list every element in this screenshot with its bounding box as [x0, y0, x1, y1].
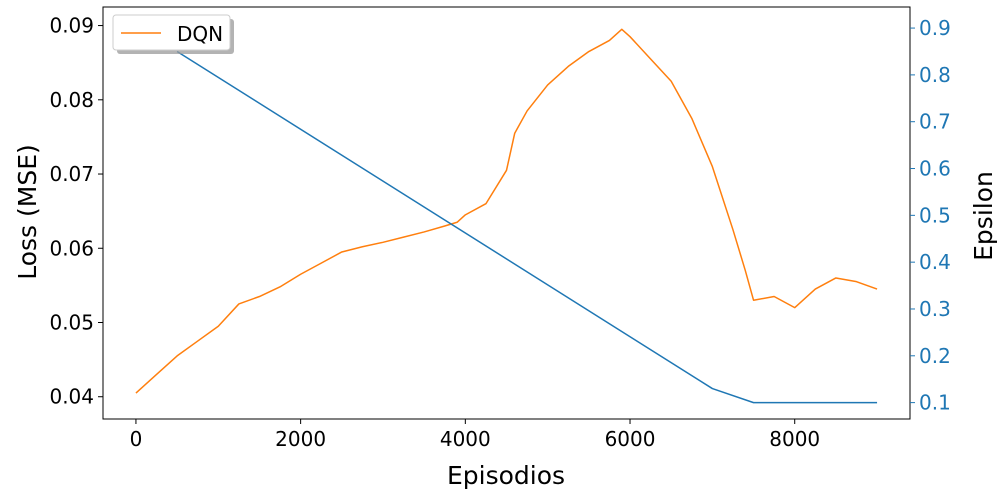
y-left-tick-label: 0.07	[49, 162, 94, 186]
y-right-tick-label: 0.7	[919, 110, 951, 134]
y-left-tick-label: 0.09	[49, 14, 94, 38]
y-right-tick-label: 0.5	[919, 203, 951, 227]
legend: DQN	[112, 14, 234, 54]
x-tick-label: 8000	[769, 427, 820, 451]
x-tick-label: 2000	[275, 427, 326, 451]
dqn-series-line	[135, 28, 878, 394]
y-right-tick-label: 0.8	[919, 63, 951, 87]
y-right-tick-label: 0.2	[919, 344, 951, 368]
y-left-tick-label: 0.04	[49, 385, 94, 409]
x-tick-label: 4000	[440, 427, 491, 451]
y-right-tick-label: 0.9	[919, 16, 951, 40]
x-axis-title: Episodios	[447, 461, 565, 490]
x-axis: 0 2000 4000 6000 8000	[130, 419, 820, 451]
y-left-tick-label: 0.06	[49, 236, 94, 260]
legend-box	[112, 14, 231, 51]
y-right-tick-label: 0.6	[919, 157, 951, 181]
y-left-tick-label: 0.05	[49, 310, 94, 334]
y-right-tick-label: 0.4	[919, 250, 951, 274]
y-right-tick-label: 0.3	[919, 297, 951, 321]
y-right-axis: 0.1 0.2 0.3 0.4 0.5 0.6 0.7 0.8 0.9	[910, 16, 951, 415]
y-right-tick-label: 0.1	[919, 391, 951, 415]
y-left-axis: 0.04 0.05 0.06 0.07 0.08 0.09	[49, 14, 103, 409]
y-right-axis-title: Epsilon	[969, 171, 998, 261]
y-left-axis-title: Loss (MSE)	[13, 144, 42, 280]
plot-area	[102, 6, 911, 420]
epsilon-series-line	[176, 50, 878, 404]
legend-label-dqn: DQN	[177, 22, 223, 46]
x-tick-label: 0	[130, 427, 143, 451]
plot-frame	[102, 6, 911, 420]
x-tick-label: 6000	[605, 427, 656, 451]
y-left-tick-label: 0.08	[49, 88, 94, 112]
